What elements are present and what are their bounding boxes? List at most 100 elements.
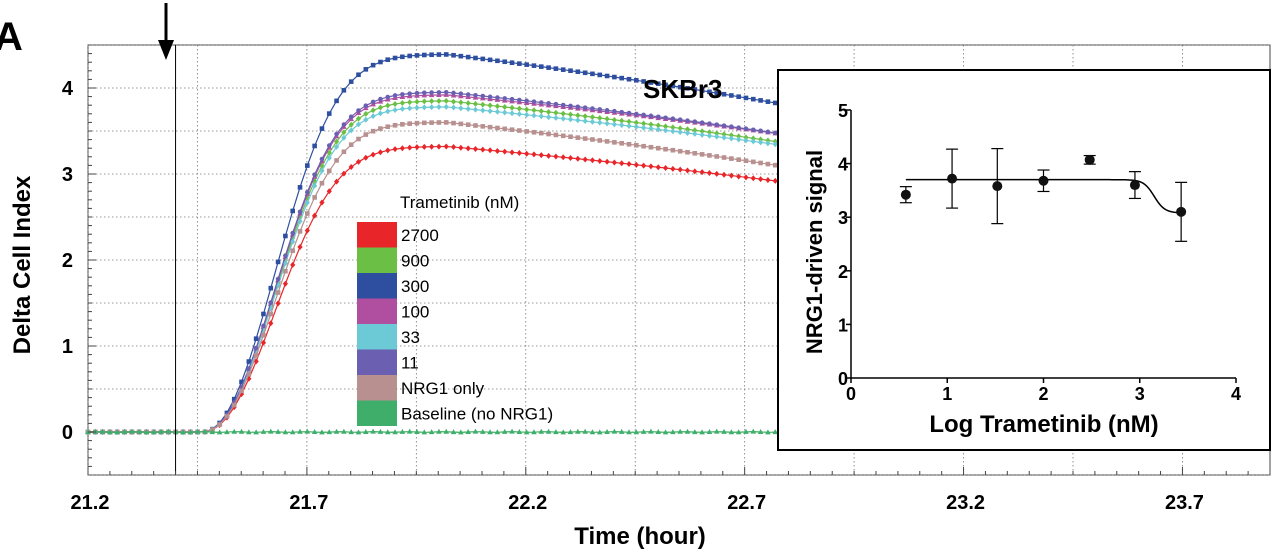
series-point	[465, 105, 471, 112]
series-point	[633, 161, 639, 168]
series-point	[626, 123, 632, 130]
legend-swatch	[357, 247, 397, 273]
series-point	[589, 114, 596, 121]
inset-point	[1175, 181, 1188, 242]
series-point	[743, 134, 749, 141]
inset-x-axis-label: Log Trametinib (nM)	[929, 411, 1158, 438]
series-point	[238, 428, 245, 434]
series-point	[319, 167, 325, 174]
series-point	[714, 170, 720, 177]
series-point	[216, 429, 223, 435]
series-point	[239, 379, 244, 385]
series-point	[736, 94, 741, 99]
series-point	[239, 388, 244, 394]
series-point	[662, 123, 669, 130]
y-axis-label: Delta Cell Index	[9, 175, 36, 354]
series-point	[560, 133, 566, 139]
series-point	[268, 300, 274, 305]
series-point	[180, 429, 186, 435]
series-point	[714, 133, 720, 140]
data-point	[992, 181, 1003, 192]
series-point	[765, 99, 771, 104]
series-point	[429, 52, 434, 58]
series-point	[458, 91, 464, 97]
series-point	[640, 428, 647, 434]
series-point	[392, 106, 398, 113]
series-point	[502, 96, 508, 101]
series-point	[611, 116, 617, 123]
series-point	[333, 428, 340, 434]
series-point	[289, 429, 296, 435]
series-point	[743, 174, 749, 181]
data-point	[1129, 180, 1140, 191]
series-point	[765, 140, 771, 147]
x-tick-label: 22.7	[727, 492, 766, 514]
series-point	[655, 126, 661, 133]
series-point	[545, 114, 552, 121]
x-tick-label: 21.2	[71, 492, 110, 514]
series-point	[261, 311, 266, 317]
series-point	[363, 132, 369, 137]
series-point	[268, 320, 274, 327]
series-point	[758, 128, 763, 134]
series-point	[582, 105, 588, 110]
series-point	[604, 428, 610, 434]
series-point	[692, 429, 698, 435]
series-point	[699, 131, 705, 138]
series-point	[692, 127, 698, 134]
data-point	[947, 173, 958, 184]
series-point	[341, 122, 347, 127]
series-point	[436, 120, 442, 125]
series-point	[735, 429, 742, 435]
series-point	[567, 116, 574, 123]
series-point	[655, 429, 662, 435]
series-point	[546, 131, 551, 137]
series-point	[348, 127, 354, 134]
series-point	[406, 428, 413, 434]
series-point	[721, 123, 727, 128]
series-point	[568, 103, 573, 109]
series-point	[736, 133, 742, 140]
series-point	[575, 155, 581, 162]
series-point	[772, 162, 778, 168]
series-point	[596, 429, 603, 435]
series-point	[422, 90, 427, 96]
series-point	[509, 96, 515, 102]
series-point	[546, 101, 551, 106]
series-point	[290, 238, 296, 245]
series-point	[421, 429, 428, 435]
series-point	[662, 429, 669, 435]
series-point	[611, 428, 618, 434]
inset-y-tick-label: 0	[838, 369, 848, 389]
series-point	[604, 115, 610, 122]
inset-chart: 0 1 2 3 4 5 0 1 2 3 4 Log Trametinib (nM) NRG1-dri…	[777, 69, 1271, 451]
series-point	[721, 171, 727, 178]
series-point	[333, 143, 340, 150]
arrow-down-icon	[158, 3, 174, 60]
series-point	[538, 130, 544, 136]
series-point	[634, 111, 639, 117]
series-point	[604, 158, 610, 165]
series-point	[553, 132, 559, 138]
series-point	[648, 113, 654, 119]
series-point	[472, 428, 479, 434]
series-point	[480, 124, 486, 129]
series-point	[750, 135, 756, 142]
series-point	[480, 146, 486, 153]
series-point	[670, 429, 676, 435]
series-point	[772, 177, 778, 184]
series-point	[582, 156, 588, 163]
series-point	[633, 123, 639, 130]
series-point	[582, 70, 588, 76]
series-point	[290, 261, 296, 268]
series-point	[487, 94, 493, 100]
series-point	[348, 79, 354, 84]
series-point	[758, 98, 763, 103]
series-point	[341, 428, 347, 434]
series-point	[428, 429, 435, 435]
series-point	[728, 135, 734, 142]
series-point	[604, 108, 610, 113]
series-point	[334, 131, 339, 137]
series-point	[502, 148, 508, 155]
series-point	[355, 115, 362, 122]
